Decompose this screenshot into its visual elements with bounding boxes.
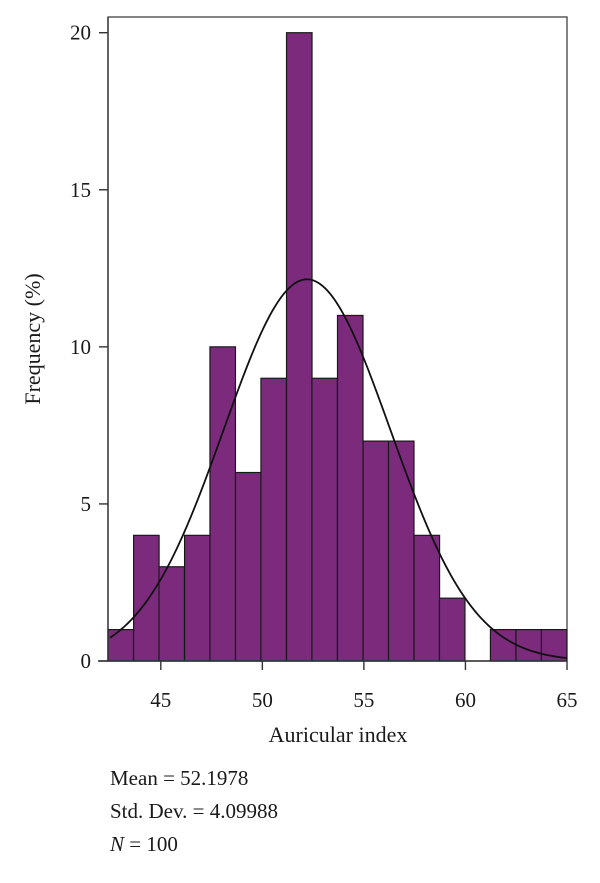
histogram-bar <box>158 566 186 662</box>
x-ticks: 45 50 55 60 65 <box>150 661 578 712</box>
y-tick-label: 20 <box>70 21 91 45</box>
x-tick-label: 45 <box>150 688 171 712</box>
x-axis-label: Auricular index <box>269 722 408 747</box>
y-tick-label: 0 <box>81 649 92 673</box>
histogram-bar <box>260 377 288 662</box>
n-stat: N = 100 <box>110 828 278 861</box>
histogram-bar <box>362 440 390 662</box>
histogram-bar <box>234 471 262 662</box>
histogram-bar <box>387 440 415 662</box>
x-tick-label: 55 <box>353 688 374 712</box>
y-tick-label: 15 <box>70 178 91 202</box>
histogram-bar <box>209 346 237 662</box>
n-symbol: N <box>110 832 125 856</box>
normal-curve <box>109 278 568 659</box>
x-tick-label: 65 <box>557 688 578 712</box>
mean-stat: Mean = 52.1978 <box>110 766 249 790</box>
std-dev-stat: Std. Dev. = 4.09988 <box>110 799 278 823</box>
x-tick-label: 50 <box>252 688 273 712</box>
histogram-chart: 45 50 55 60 65 0 5 10 15 20 Auricular index Freq… <box>20 16 578 747</box>
histogram-bar <box>183 534 211 662</box>
histogram-bar <box>438 597 466 662</box>
histogram-bar <box>132 534 160 662</box>
y-tick-label: 10 <box>70 335 91 359</box>
histogram-bar <box>311 377 339 662</box>
histogram-bar <box>515 628 543 662</box>
y-tick-label: 5 <box>81 492 92 516</box>
y-axis-label: Frequency (%) <box>20 273 45 404</box>
summary-statistics: Mean = 52.1978 Std. Dev. = 4.09988 N = 1… <box>110 762 278 861</box>
x-tick-label: 60 <box>455 688 476 712</box>
histogram-bar <box>489 628 517 662</box>
histogram-bar <box>336 314 364 662</box>
histogram-bar <box>413 534 441 662</box>
n-value: = 100 <box>124 832 178 856</box>
y-ticks: 0 5 10 15 20 <box>70 21 108 673</box>
histogram-bar <box>107 628 135 662</box>
histogram-bar <box>285 32 313 662</box>
